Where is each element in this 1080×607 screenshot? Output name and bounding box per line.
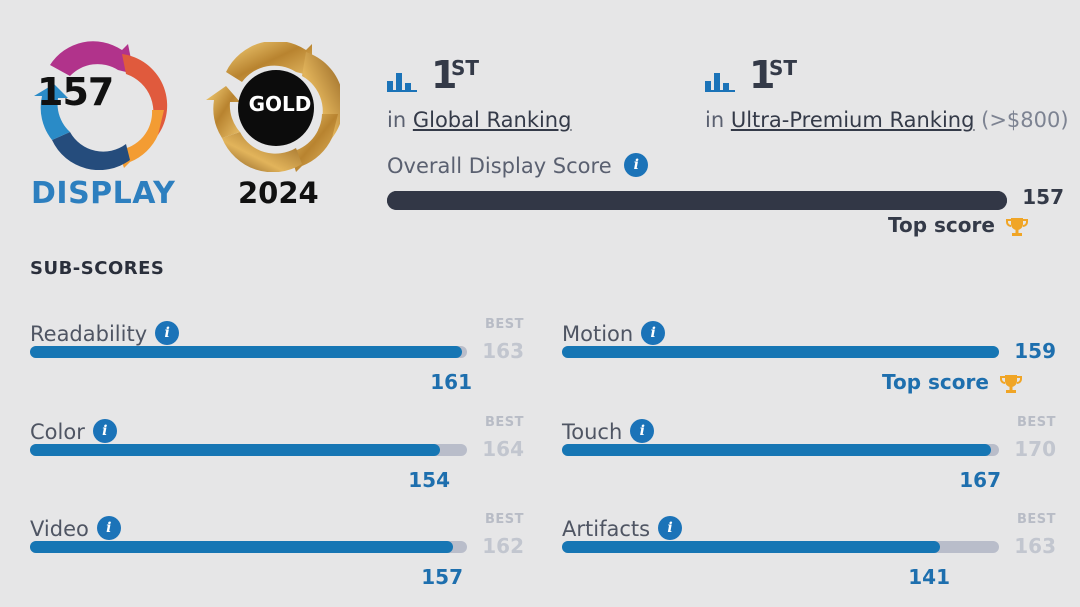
subscore-name-wrap: Touch i bbox=[562, 419, 655, 444]
info-icon[interactable]: i bbox=[624, 153, 649, 177]
badge-score: 157 bbox=[37, 70, 114, 114]
best-label: BEST bbox=[1016, 512, 1056, 527]
info-icon[interactable]: i bbox=[92, 419, 117, 443]
info-icon[interactable]: i bbox=[641, 321, 666, 345]
overall-score-label-text: Overall Display Score bbox=[387, 154, 612, 178]
info-icon[interactable]: i bbox=[658, 516, 683, 540]
overall-score-fill bbox=[387, 191, 1007, 210]
ultra-premium-ranking-line: in Ultra-Premium Ranking (>$800) bbox=[705, 108, 1069, 132]
bar-chart-icon bbox=[387, 73, 417, 92]
overall-score-value: 157 bbox=[1022, 185, 1064, 209]
subscore-artifacts: Artifacts i BEST 163 141 bbox=[562, 512, 1062, 607]
gold-award-badge bbox=[206, 42, 340, 172]
best-value: 163 bbox=[1014, 534, 1056, 558]
info-icon[interactable]: i bbox=[630, 419, 655, 443]
subscore-fill bbox=[562, 541, 940, 553]
subscore-name-wrap: Motion i bbox=[562, 321, 666, 346]
subscore-name: Motion bbox=[562, 322, 634, 346]
subscore-track bbox=[562, 346, 999, 358]
subscore-fill bbox=[30, 346, 462, 358]
motion-top-score-label: Top score bbox=[882, 370, 989, 394]
best-label: BEST bbox=[484, 317, 524, 332]
subscore-name: Video bbox=[30, 517, 89, 541]
global-ranking-prefix: in bbox=[387, 108, 407, 132]
ultra-premium-ranking-link[interactable]: Ultra-Premium Ranking bbox=[730, 108, 975, 132]
subscore-track bbox=[30, 346, 467, 358]
subscore-value: 141 bbox=[908, 565, 950, 589]
display-label: DISPLAY bbox=[31, 176, 176, 211]
subscore-value: 167 bbox=[959, 468, 1001, 492]
global-rank-number: 1 bbox=[431, 53, 458, 97]
best-label: BEST bbox=[484, 512, 524, 527]
best-value: 170 bbox=[1014, 437, 1056, 461]
global-ranking-line: in Global Ranking bbox=[387, 108, 571, 132]
best-label: BEST bbox=[484, 415, 524, 430]
subscore-fill bbox=[562, 444, 991, 456]
subscore-fill bbox=[30, 541, 453, 553]
info-icon[interactable]: i bbox=[96, 516, 121, 540]
global-ranking-link[interactable]: Global Ranking bbox=[412, 108, 572, 132]
subscore-value: 159 bbox=[1014, 339, 1056, 363]
best-value: 164 bbox=[482, 437, 524, 461]
subscore-track bbox=[30, 541, 467, 553]
price-tier-note: (>$800) bbox=[981, 108, 1069, 132]
subscores-title: SUB-SCORES bbox=[30, 258, 165, 279]
info-icon[interactable]: i bbox=[155, 321, 180, 345]
subscore-color: Color i BEST 164 154 bbox=[30, 415, 530, 510]
subscore-name: Color bbox=[30, 420, 85, 444]
subscore-track bbox=[30, 444, 467, 456]
subscore-motion: Motion i 159 Top score bbox=[562, 321, 1062, 412]
subscore-track bbox=[562, 444, 999, 456]
best-value: 162 bbox=[482, 534, 524, 558]
subscore-name: Readability bbox=[30, 322, 148, 346]
bar-chart-icon bbox=[705, 73, 735, 92]
overall-score-bar bbox=[387, 191, 1007, 210]
motion-top-score: Top score bbox=[882, 370, 1022, 395]
subscore-name-wrap: Readability i bbox=[30, 321, 180, 346]
award-tier: GOLD bbox=[248, 92, 312, 116]
best-label: BEST bbox=[1016, 415, 1056, 430]
subscore-readability: Readability i BEST 163 161 bbox=[30, 317, 530, 412]
overall-top-score-label: Top score bbox=[888, 213, 995, 237]
award-year: 2024 bbox=[238, 176, 319, 210]
display-score-badge bbox=[34, 41, 168, 170]
ultra-premium-ranking-prefix: in bbox=[705, 108, 725, 132]
subscore-track bbox=[562, 541, 999, 553]
ultra-premium-rank-suffix: ST bbox=[769, 56, 798, 80]
best-value: 163 bbox=[482, 339, 524, 363]
trophy-icon bbox=[1005, 217, 1028, 236]
subscore-name: Artifacts bbox=[562, 517, 651, 541]
subscore-fill bbox=[562, 346, 999, 358]
subscore-name-wrap: Color i bbox=[30, 419, 117, 444]
overall-score-label: Overall Display Score i bbox=[387, 153, 649, 178]
subscore-video: Video i BEST 162 157 bbox=[30, 512, 530, 607]
global-rank-suffix: ST bbox=[451, 56, 480, 80]
subscore-value: 154 bbox=[408, 468, 450, 492]
trophy-icon bbox=[999, 374, 1022, 393]
ultra-premium-rank-number: 1 bbox=[749, 53, 776, 97]
subscore-fill bbox=[30, 444, 440, 456]
subscore-name-wrap: Video i bbox=[30, 516, 121, 541]
overall-top-score: Top score bbox=[888, 213, 1028, 238]
subscore-name-wrap: Artifacts i bbox=[562, 516, 683, 541]
subscore-value: 161 bbox=[430, 370, 472, 394]
subscore-value: 157 bbox=[421, 565, 463, 589]
subscore-touch: Touch i BEST 170 167 bbox=[562, 415, 1062, 510]
subscore-name: Touch bbox=[562, 420, 623, 444]
